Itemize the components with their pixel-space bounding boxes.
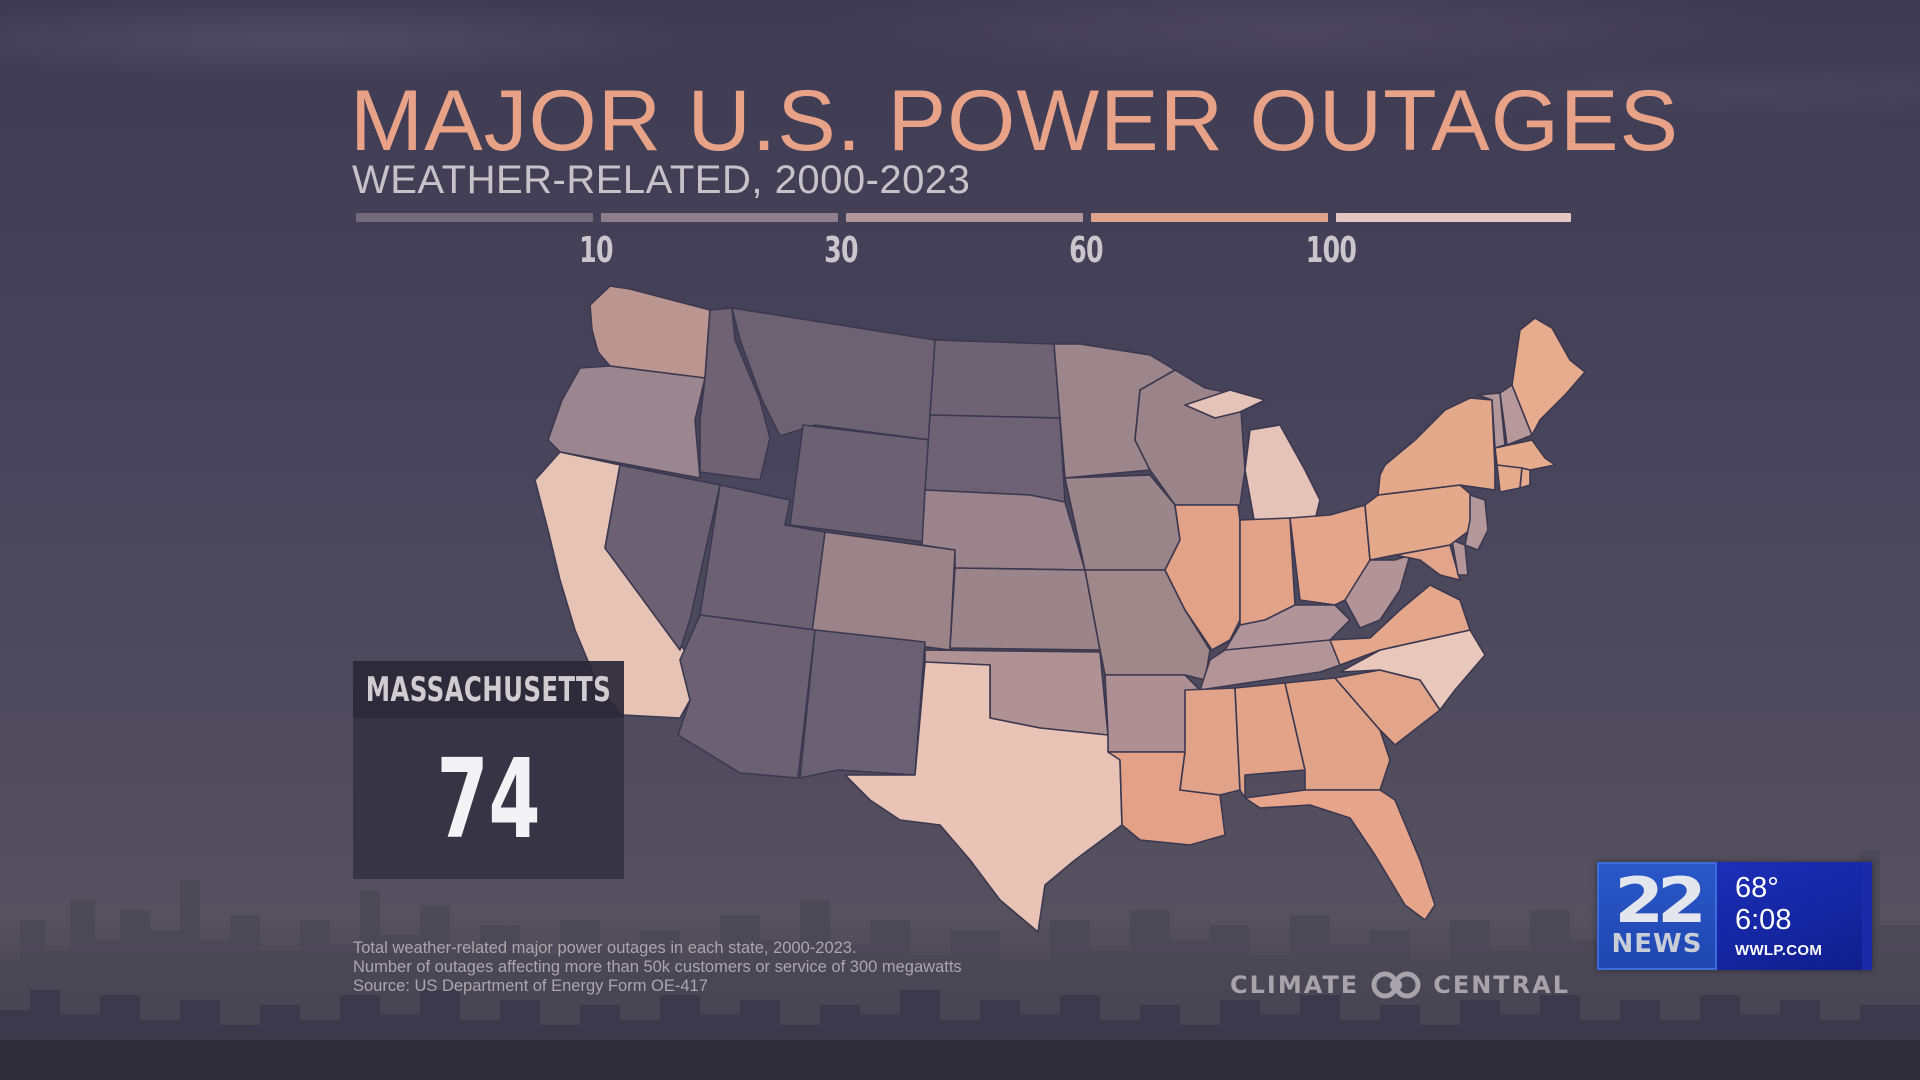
brand-word-left: CLIMATE (1230, 971, 1360, 999)
callout-value: 74 (353, 718, 624, 879)
state-rhode-island (1519, 467, 1531, 489)
page-subtitle: WEATHER-RELATED, 2000-2023 (352, 158, 971, 202)
state-delaware (1451, 539, 1469, 576)
state-connecticut (1496, 464, 1523, 493)
state-virginia (1329, 584, 1471, 666)
state-florida (1244, 789, 1436, 921)
state-wyoming (789, 424, 931, 543)
footnote-line-1: Total weather-related major power outage… (353, 939, 857, 957)
state-arizona (677, 614, 816, 779)
legend-bin-2 (601, 213, 838, 222)
climate-central-rings-icon (1371, 971, 1421, 999)
footnote-source: Source: US Department of Energy Form OE-… (353, 977, 708, 995)
station-bug: 22 NEWS 68° 6:08 WWLP.COM (1597, 862, 1872, 970)
color-legend: 10 30 60 100 (356, 213, 1571, 273)
current-temperature: 68° (1735, 872, 1779, 904)
channel-number: 22 (1614, 864, 1706, 937)
page-title: MAJOR U.S. POWER OUTAGES (350, 73, 1680, 169)
callout-state-name: MASSACHUSETTS (353, 661, 624, 718)
state-new-york (1377, 397, 1496, 496)
footnote-line-2: Number of outages affecting more than 50… (353, 958, 962, 976)
sky-clouds-background (0, 0, 1920, 180)
state-south-dakota (924, 414, 1066, 503)
state-mississippi (1179, 687, 1241, 796)
state-michigan (1184, 389, 1321, 526)
footnotes: Total weather-related major power outage… (353, 939, 962, 996)
legend-bin-4 (1091, 213, 1328, 222)
us-choropleth-map (534, 285, 1586, 933)
legend-tick-30: 30 (824, 230, 858, 271)
state-illinois (1164, 504, 1241, 651)
brand-word-right: CENTRAL (1433, 971, 1571, 999)
legend-bin-5 (1336, 213, 1571, 222)
legend-tick-100: 100 (1305, 230, 1357, 271)
city-skyline-silhouette (0, 850, 1920, 1080)
state-maine (1511, 317, 1586, 436)
legend-tick-10: 10 (579, 230, 613, 271)
station-brand: NEWS (1611, 929, 1703, 959)
state-new-jersey (1464, 494, 1489, 551)
station-logo: 22 NEWS (1597, 862, 1717, 970)
state-north-dakota (929, 339, 1061, 419)
station-info-panel: 68° 6:08 WWLP.COM (1717, 862, 1872, 970)
legend-tick-60: 60 (1069, 230, 1103, 271)
state-callout-card: MASSACHUSETTS 74 (353, 661, 624, 879)
state-texas (844, 661, 1123, 933)
state-new-mexico (799, 629, 926, 779)
climate-central-logo: CLIMATE CENTRAL (1230, 970, 1570, 1000)
state-west-virginia (1344, 554, 1411, 629)
state-nevada (604, 464, 721, 651)
station-website: WWLP.COM (1735, 942, 1823, 959)
state-iowa (1064, 474, 1181, 571)
current-time: 6:08 (1735, 904, 1792, 936)
state-washington (589, 285, 711, 379)
legend-bin-1 (356, 213, 593, 222)
state-kansas (949, 567, 1101, 651)
legend-bin-3 (846, 213, 1083, 222)
state-idaho (699, 307, 771, 481)
